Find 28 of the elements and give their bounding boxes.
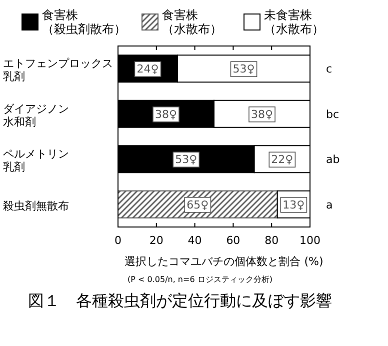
x-tick-label: 40 — [188, 234, 202, 247]
x-axis-title: 選択したコマユバチの個体数と割合 (%) — [124, 255, 324, 268]
text: c — [326, 62, 332, 76]
annotation: 53♀ — [175, 153, 198, 166]
annotation: 13♀ — [282, 198, 305, 212]
annotation: 22♀ — [271, 153, 294, 166]
y-tick-label: ペルメトリン乳剤 — [3, 148, 69, 174]
annotation: 38♀ — [250, 108, 274, 121]
text: (P < 0.05/n, n=6 ロジスティック分析) — [128, 275, 272, 284]
y-tick-label: エトフェンプロックス乳剤 — [3, 57, 113, 84]
annotation: 53♀ — [232, 62, 255, 76]
annotation: 24♀ — [136, 62, 159, 76]
x-tick-label: 60 — [226, 234, 240, 247]
annotation: 65♀ — [186, 198, 209, 212]
text: ab — [326, 153, 340, 166]
legend-label: 食害株（水散布） — [162, 8, 222, 36]
y-tick-label: ダイアジノン水和剤 — [3, 102, 69, 128]
caption: 図１ 各種殺虫剤が定位行動に及ぼす影響 — [28, 291, 332, 310]
y-tick-label: 殺虫剤無散布 — [3, 199, 69, 212]
annotation: 38♀ — [154, 108, 178, 121]
text: bc — [326, 108, 340, 121]
legend-label: 食害株（殺虫剤散布） — [42, 8, 126, 36]
x-tick-label: 80 — [264, 234, 279, 247]
x-tick-label: 100 — [300, 234, 320, 247]
x-tick-label: 20 — [149, 234, 164, 247]
legend-label: 未食害株（水散布） — [264, 8, 324, 36]
x-tick-label: 0 — [114, 234, 122, 247]
text: a — [326, 198, 333, 212]
